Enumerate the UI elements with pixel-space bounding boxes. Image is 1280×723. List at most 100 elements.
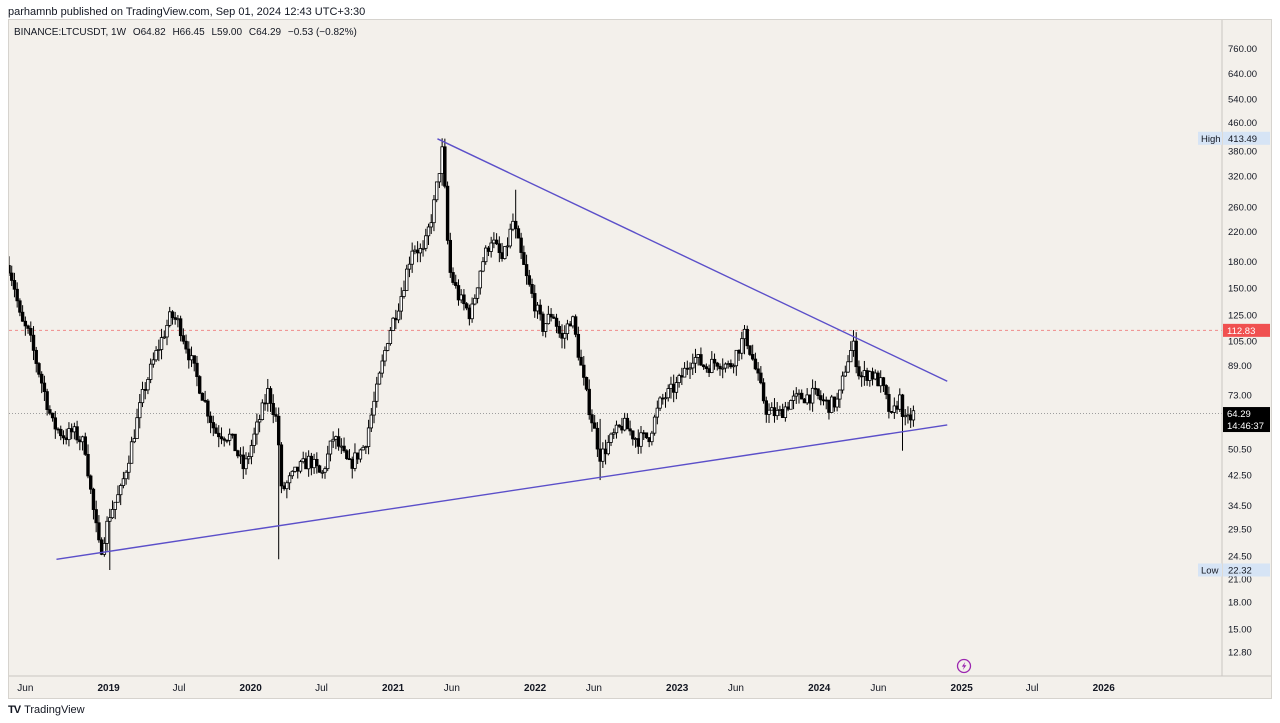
candle-body (377, 372, 382, 385)
candle-body (691, 362, 695, 369)
candle (647, 437, 651, 448)
current-price-badge-text: 64.29 (1227, 409, 1251, 420)
candle (429, 214, 433, 234)
candle (353, 443, 357, 472)
lightning-icon[interactable] (956, 658, 972, 674)
candle-body (178, 318, 183, 337)
candle-body (236, 450, 240, 457)
candle-body (879, 377, 883, 387)
candle-body (505, 245, 510, 248)
candle (31, 326, 36, 361)
candle (369, 407, 374, 432)
candle (298, 459, 303, 474)
candle (677, 373, 681, 388)
candle-body (892, 405, 897, 413)
time-tick-label: Jul (315, 683, 328, 694)
candle-body (432, 199, 436, 224)
candle (750, 344, 755, 361)
candle (293, 466, 297, 473)
candle-body (118, 485, 123, 496)
tradingview-logo[interactable]: TV TradingView (8, 704, 85, 716)
candle (462, 289, 466, 311)
candle (372, 391, 376, 424)
candle (290, 470, 295, 479)
candle (129, 436, 134, 464)
candle-body (595, 427, 600, 450)
candle-body (434, 181, 439, 201)
candle (252, 427, 256, 454)
candle (843, 365, 847, 377)
candle-body (219, 436, 224, 440)
candle (494, 233, 499, 246)
candle-body (170, 311, 175, 319)
candle-body (693, 357, 698, 364)
candle (255, 413, 259, 445)
candle-body (800, 392, 804, 400)
candle (59, 425, 63, 441)
candle (884, 384, 888, 400)
candle (121, 471, 126, 489)
candle-body (31, 334, 36, 351)
candle (110, 500, 115, 519)
candle (94, 500, 98, 533)
candle-body (533, 293, 537, 312)
candle (102, 537, 107, 557)
candle-body (802, 398, 807, 404)
candle (50, 412, 55, 422)
candle (266, 378, 270, 412)
candle (573, 314, 578, 338)
candle-body (587, 388, 591, 416)
candle-body (405, 268, 409, 291)
candle-body (203, 399, 207, 402)
candle (726, 360, 730, 369)
candle (394, 309, 398, 330)
candle-body (862, 370, 867, 377)
candle-body (437, 173, 442, 183)
candle (12, 272, 17, 298)
candle (802, 398, 807, 404)
candle-body (682, 367, 687, 378)
chart-area[interactable]: 760.00 640.00 540.00 460.00 380.00 320.00 260.… (8, 19, 1272, 699)
candle (699, 347, 703, 366)
candle (859, 371, 864, 387)
candle-body (37, 363, 41, 375)
trendlines[interactable] (56, 138, 948, 560)
ohlc-high: H66.45 (172, 27, 205, 38)
candle (230, 433, 235, 439)
trendline-support (56, 424, 948, 560)
candle (797, 389, 801, 404)
candle-body (761, 382, 766, 402)
time-axis[interactable]: Jun 2019 Jul 2020 Jul 2021 Jun 2022 Jun 2023 Jun 20… (17, 683, 1115, 694)
price-tick-label: 42.50 (1228, 470, 1252, 481)
candle (484, 245, 488, 265)
candle-body (652, 416, 657, 434)
candle (274, 407, 278, 422)
candle-body (326, 453, 330, 470)
symbol-legend[interactable]: BINANCE:LTCUSDT, 1W O64.82 H66.45 L59.00… (14, 27, 361, 38)
candle-body (61, 435, 66, 439)
candle-body (903, 415, 907, 418)
candle (710, 351, 714, 374)
chart-canvas[interactable]: 760.00 640.00 540.00 460.00 380.00 320.00 260.… (9, 20, 1271, 698)
candle-body (546, 313, 551, 325)
candle (775, 402, 779, 420)
candle-body (865, 370, 869, 381)
time-tick-label: Jun (17, 683, 33, 694)
candle (475, 287, 480, 304)
candle (48, 405, 52, 416)
candle-body (200, 392, 205, 401)
candle-body (18, 300, 22, 313)
candle-body (263, 402, 267, 405)
candle (268, 386, 273, 412)
candle (759, 366, 763, 385)
candle-body (543, 323, 548, 332)
time-tick-label: Jun (586, 683, 602, 694)
candle (900, 393, 905, 451)
high-marker-value: 413.49 (1228, 134, 1257, 145)
candle (783, 401, 788, 422)
candle (345, 449, 349, 460)
candle-body (772, 407, 777, 417)
candle-body (26, 325, 30, 329)
candle (424, 228, 428, 252)
candle (396, 303, 401, 324)
